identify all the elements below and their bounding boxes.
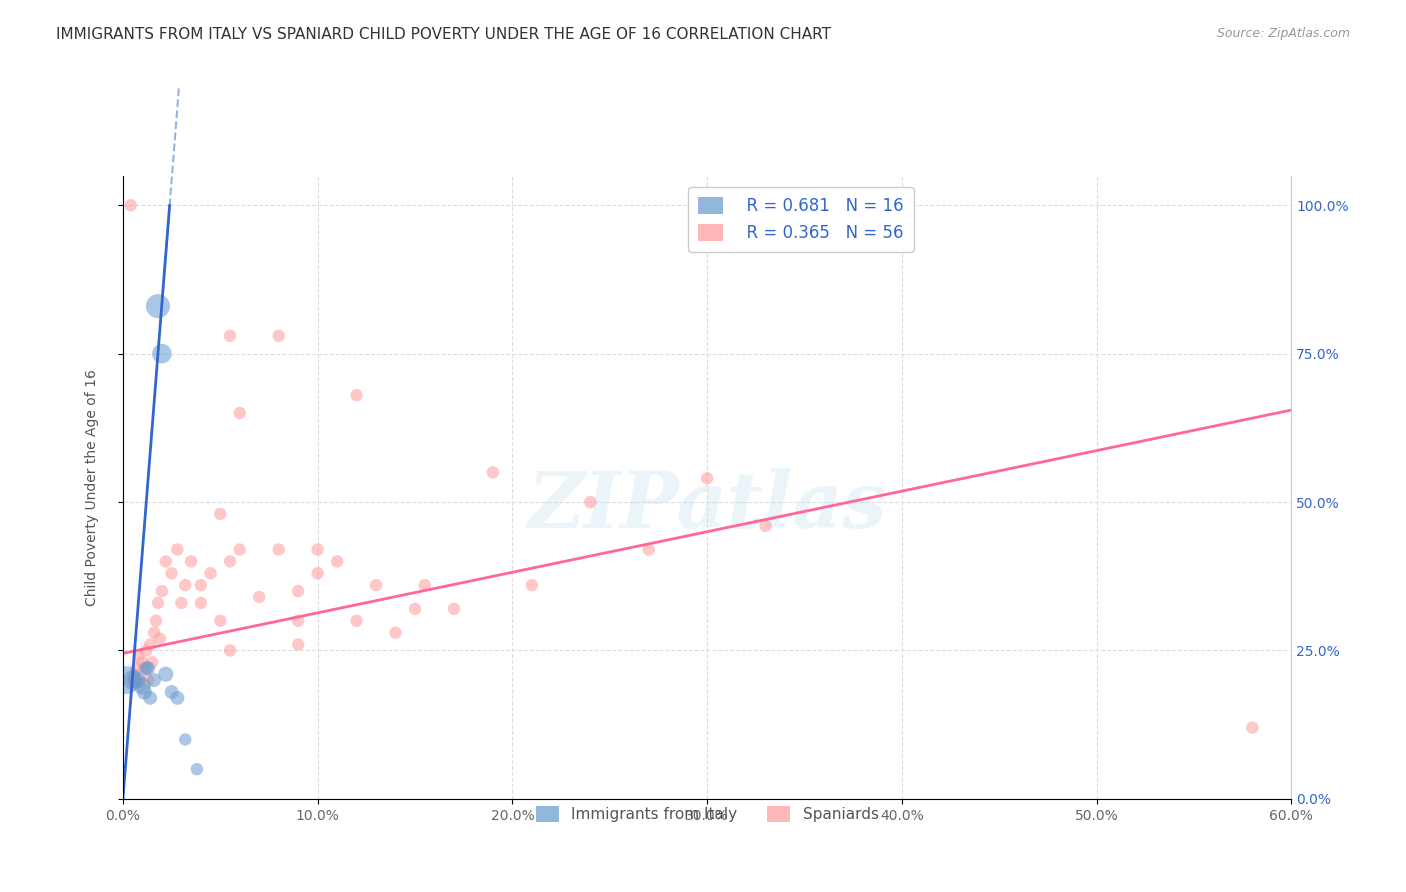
Point xyxy=(219,554,242,568)
Point xyxy=(229,542,252,557)
Point xyxy=(135,643,157,657)
Point xyxy=(131,679,153,693)
Point xyxy=(346,388,368,402)
Point xyxy=(307,542,329,557)
Point xyxy=(139,638,162,652)
Y-axis label: Child Poverty Under the Age of 16: Child Poverty Under the Age of 16 xyxy=(86,368,100,606)
Point xyxy=(134,685,156,699)
Point xyxy=(287,614,309,628)
Point xyxy=(413,578,436,592)
Point xyxy=(384,625,406,640)
Point xyxy=(696,471,718,485)
Point xyxy=(115,673,138,687)
Point xyxy=(404,602,426,616)
Point xyxy=(267,542,290,557)
Point xyxy=(136,673,159,687)
Point xyxy=(247,590,270,604)
Point xyxy=(146,596,169,610)
Point xyxy=(170,596,193,610)
Point xyxy=(754,518,776,533)
Point xyxy=(482,466,505,480)
Point xyxy=(267,328,290,343)
Point xyxy=(1241,721,1264,735)
Point xyxy=(219,328,242,343)
Point xyxy=(174,732,197,747)
Point xyxy=(120,198,142,212)
Legend: Immigrants from Italy, Spaniards: Immigrants from Italy, Spaniards xyxy=(530,800,884,829)
Point xyxy=(155,667,177,681)
Point xyxy=(150,346,173,360)
Point xyxy=(124,667,146,681)
Point xyxy=(160,685,183,699)
Point xyxy=(155,554,177,568)
Point xyxy=(190,578,212,592)
Point xyxy=(209,507,232,521)
Point xyxy=(166,690,188,705)
Point xyxy=(150,584,173,599)
Point xyxy=(160,566,183,581)
Point xyxy=(125,661,148,675)
Point xyxy=(219,643,242,657)
Point xyxy=(125,673,148,687)
Point xyxy=(134,661,156,675)
Point xyxy=(166,542,188,557)
Point xyxy=(180,554,202,568)
Point xyxy=(287,584,309,599)
Point xyxy=(307,566,329,581)
Point xyxy=(443,602,465,616)
Text: IMMIGRANTS FROM ITALY VS SPANIARD CHILD POVERTY UNDER THE AGE OF 16 CORRELATION : IMMIGRANTS FROM ITALY VS SPANIARD CHILD … xyxy=(56,27,831,42)
Point xyxy=(146,299,169,313)
Text: Source: ZipAtlas.com: Source: ZipAtlas.com xyxy=(1216,27,1350,40)
Point xyxy=(136,661,159,675)
Point xyxy=(127,649,149,664)
Point xyxy=(637,542,659,557)
Point xyxy=(364,578,387,592)
Text: ZIPatlas: ZIPatlas xyxy=(527,467,887,544)
Point xyxy=(143,673,166,687)
Point xyxy=(139,690,162,705)
Point xyxy=(209,614,232,628)
Point xyxy=(579,495,602,509)
Point xyxy=(135,661,157,675)
Point xyxy=(520,578,543,592)
Point xyxy=(174,578,197,592)
Point xyxy=(186,762,208,776)
Point xyxy=(141,655,163,669)
Point xyxy=(121,673,143,687)
Point xyxy=(200,566,222,581)
Point xyxy=(143,625,166,640)
Point xyxy=(149,632,172,646)
Point xyxy=(190,596,212,610)
Point xyxy=(287,638,309,652)
Point xyxy=(346,614,368,628)
Point xyxy=(326,554,349,568)
Point xyxy=(229,406,252,420)
Point xyxy=(145,614,167,628)
Point xyxy=(121,673,143,687)
Point xyxy=(131,655,153,669)
Point xyxy=(129,673,152,687)
